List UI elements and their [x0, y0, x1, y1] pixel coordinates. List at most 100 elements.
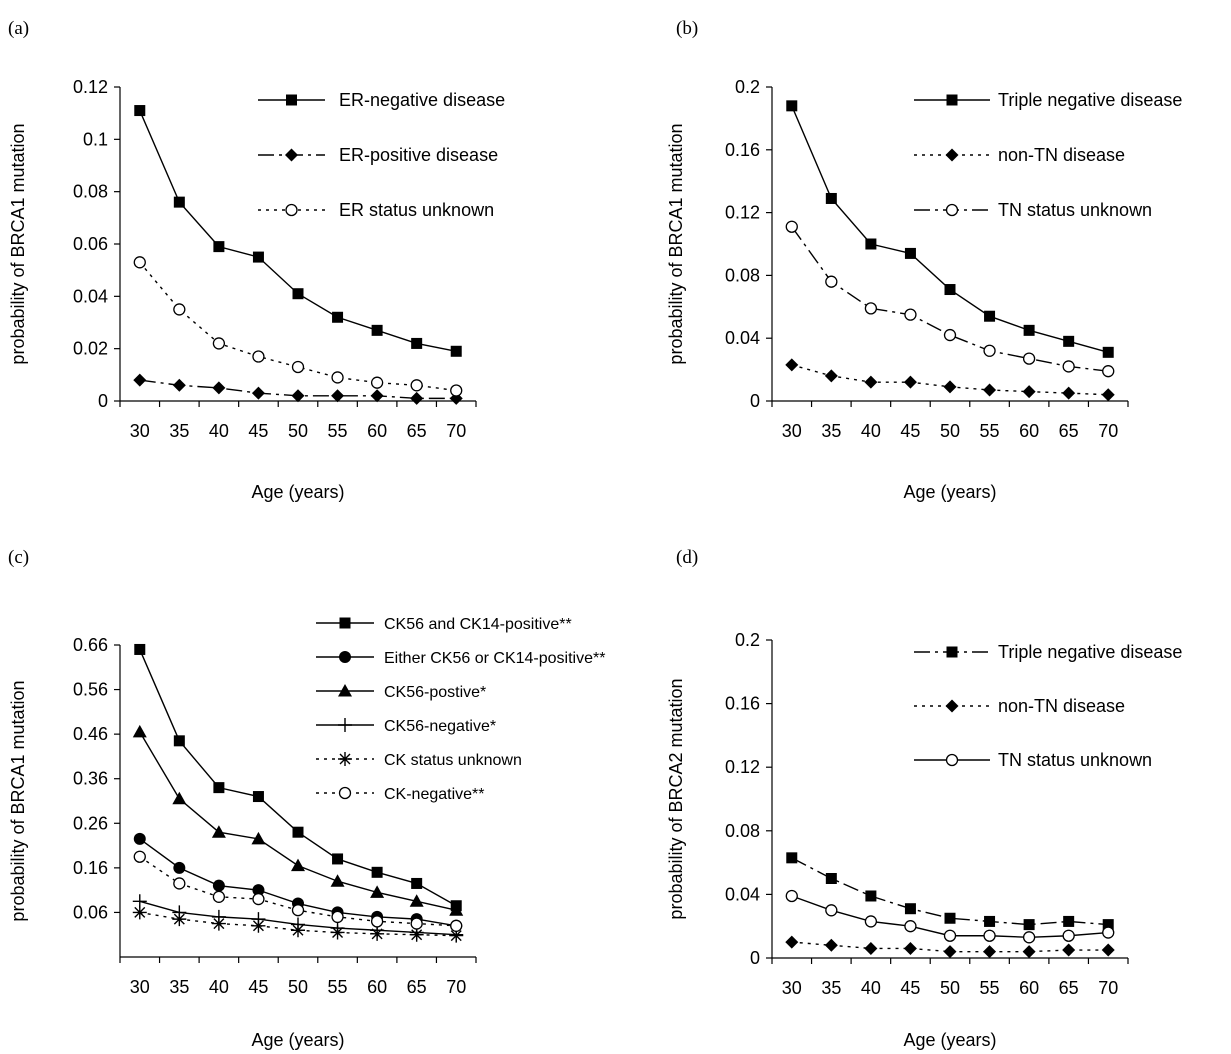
legend-marker	[945, 753, 959, 767]
series-line	[791, 226, 1109, 372]
legend-marker	[286, 94, 297, 106]
y-tick-label: 0.16	[725, 140, 760, 160]
legend-label: Either CK56 or CK14-positive**	[384, 650, 605, 667]
y-tick-label: 0.16	[725, 694, 760, 714]
data-point	[173, 303, 186, 316]
x-tick-label: 55	[328, 421, 348, 441]
x-tick-label: 70	[1098, 421, 1118, 441]
x-tick-label: 40	[861, 978, 881, 998]
data-point	[450, 345, 462, 357]
data-point	[1101, 943, 1115, 957]
x-tick-label: 30	[782, 978, 802, 998]
data-point	[864, 302, 878, 315]
series-6	[133, 850, 463, 932]
data-point	[785, 220, 798, 233]
legend-marker	[946, 94, 958, 106]
data-point	[944, 912, 956, 924]
x-tick-label: 70	[1098, 978, 1118, 998]
x-tick-label: 70	[446, 977, 466, 997]
data-point	[410, 391, 424, 405]
x-tick-label: 35	[821, 978, 841, 998]
data-point	[173, 196, 185, 208]
y-tick-label: 0.08	[73, 182, 108, 202]
x-tick-label: 45	[248, 421, 268, 441]
data-point	[450, 919, 463, 932]
data-point	[212, 337, 226, 350]
data-point	[943, 929, 957, 942]
y-tick-label: 0.36	[73, 769, 108, 789]
data-point	[1023, 324, 1035, 336]
x-tick-label: 55	[980, 978, 1000, 998]
x-tick-label: 40	[209, 977, 229, 997]
data-point	[371, 324, 383, 336]
x-axis-title: Age (years)	[251, 1030, 344, 1050]
data-point	[786, 852, 798, 864]
data-point	[252, 892, 265, 906]
y-tick-label: 0.16	[73, 858, 108, 878]
y-tick-label: 0.66	[73, 635, 108, 655]
legend-marker	[285, 203, 298, 217]
x-tick-label: 65	[407, 421, 427, 441]
series-1	[786, 100, 1114, 358]
data-point	[944, 284, 956, 296]
data-point	[252, 350, 265, 363]
data-point	[134, 105, 146, 117]
data-point	[211, 916, 226, 931]
data-point	[865, 890, 877, 902]
data-point	[173, 861, 186, 874]
legend-label: TN status unknown	[998, 750, 1152, 770]
legend-label: ER-negative disease	[339, 90, 505, 110]
data-point	[943, 328, 957, 342]
x-tick-label: 70	[446, 421, 466, 441]
panel-label: (a)	[8, 18, 29, 39]
x-tick-label: 60	[1019, 421, 1039, 441]
x-tick-label: 45	[900, 978, 920, 998]
x-tick-label: 40	[209, 421, 229, 441]
data-point	[1101, 388, 1115, 402]
legend-label: Triple negative disease	[998, 642, 1182, 662]
data-point	[785, 358, 799, 372]
data-point	[172, 791, 187, 805]
data-point	[291, 858, 305, 872]
x-tick-label: 40	[861, 421, 881, 441]
data-point	[212, 879, 225, 892]
data-point	[292, 288, 304, 300]
y-axis-title: probability of BRCA1 mutation	[8, 123, 28, 364]
y-tick-label: 0.12	[725, 203, 760, 223]
data-point	[1102, 919, 1114, 931]
data-point	[984, 310, 996, 322]
x-tick-label: 60	[367, 977, 387, 997]
data-point	[786, 100, 798, 112]
y-tick-label: 0.06	[73, 902, 108, 922]
data-point	[133, 850, 146, 863]
data-point	[173, 735, 185, 747]
data-point	[1102, 926, 1115, 939]
legend-label: Triple negative disease	[998, 90, 1182, 110]
x-tick-label: 35	[169, 977, 189, 997]
series-5	[132, 905, 464, 943]
data-point	[370, 926, 385, 941]
data-point	[825, 904, 838, 917]
data-point	[331, 910, 344, 924]
data-point	[449, 903, 464, 916]
x-tick-label: 55	[980, 421, 1000, 441]
y-tick-label: 0.56	[73, 680, 108, 700]
y-tick-label: 0.02	[73, 339, 108, 359]
legend-marker	[945, 699, 959, 713]
data-point	[824, 938, 838, 952]
data-point	[370, 885, 385, 898]
data-point	[1062, 360, 1075, 373]
data-point	[983, 929, 996, 942]
data-point	[252, 884, 265, 897]
legend: CK56 and CK14-positive** Either CK56 or C…	[316, 616, 605, 803]
data-point	[291, 904, 305, 917]
data-point	[251, 386, 265, 400]
data-point	[212, 381, 226, 395]
x-tick-label: 30	[130, 977, 150, 997]
data-point	[864, 915, 878, 928]
data-point	[291, 923, 305, 938]
data-point	[411, 877, 423, 889]
x-tick-label: 50	[940, 421, 960, 441]
legend-label: ER-positive disease	[339, 145, 498, 165]
series-line	[791, 857, 1109, 926]
